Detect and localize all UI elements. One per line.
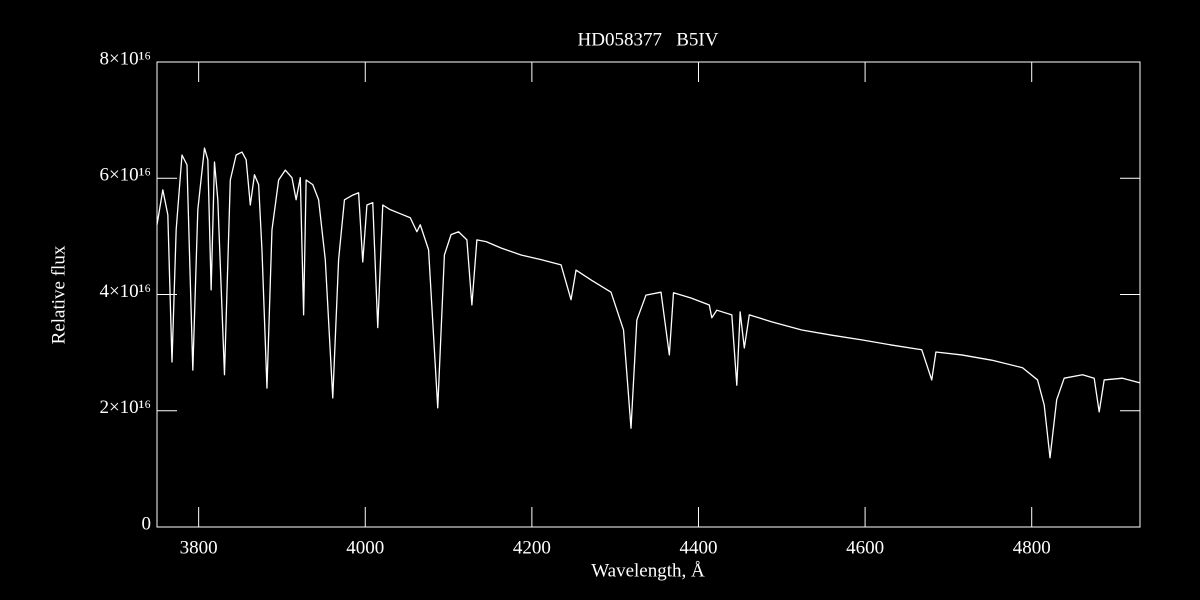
x-axis-label: Wavelength, Å: [591, 560, 705, 581]
spectrum-line: [156, 147, 1141, 459]
x-tick-label: 4200: [513, 537, 551, 558]
x-tick-label: 4400: [679, 537, 717, 558]
chart-title: HD058377 B5IV: [578, 29, 719, 50]
y-tick-label: 4×10¹⁶: [99, 281, 151, 302]
x-tick-label: 4800: [1013, 537, 1051, 558]
y-tick-label: 6×10¹⁶: [99, 165, 151, 186]
y-tick-label: 0: [142, 513, 152, 534]
y-tick-label: 8×10¹⁶: [99, 48, 151, 69]
x-tick-label: 3800: [180, 537, 218, 558]
y-tick-label: 2×10¹⁶: [99, 397, 151, 418]
x-tick-label: 4000: [346, 537, 384, 558]
x-tick-label: 4600: [846, 537, 884, 558]
y-axis-label: Relative flux: [48, 245, 69, 344]
